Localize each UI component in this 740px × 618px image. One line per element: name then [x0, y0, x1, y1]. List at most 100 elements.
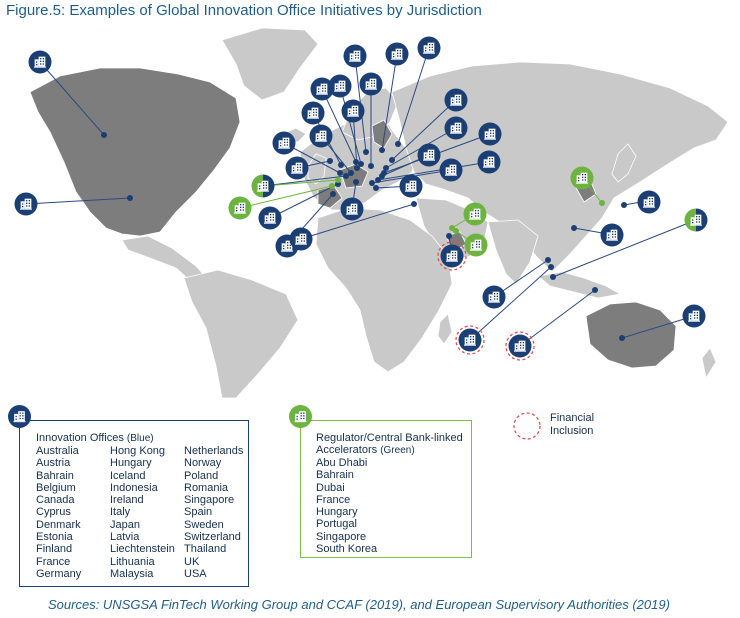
innovation-offices-column-2: Hong Kong Hungary Iceland Indonesia Irel… — [110, 445, 175, 580]
marker-europe-2 — [385, 42, 409, 66]
list-item: Denmark — [36, 518, 81, 531]
asia — [391, 61, 729, 273]
innovation-offices-column-1: Australia Austria Bahrain Belgium Canada… — [36, 445, 81, 580]
list-item: France — [36, 555, 71, 568]
list-item: Dubai — [316, 481, 345, 494]
list-item: South Korea — [316, 543, 378, 556]
list-item: Hong Kong — [110, 445, 166, 457]
europe-highlight-1 — [339, 163, 369, 189]
marker-australia — [682, 304, 706, 328]
marker-abu-dhabi — [463, 202, 487, 226]
office-building-icon — [8, 405, 31, 428]
marker-singapore-split — [684, 208, 708, 232]
marker-hong-kong — [600, 223, 624, 247]
list-item: Singapore — [184, 494, 235, 507]
list-item: Thailand — [184, 543, 227, 556]
list-item: Estonia — [36, 531, 73, 544]
greenland — [221, 27, 319, 101]
marker-fi-1 — [437, 241, 467, 271]
indonesia — [537, 271, 622, 299]
country-dots — [101, 132, 627, 341]
marker-europe-13 — [285, 156, 309, 180]
marker-europe-5 — [328, 74, 352, 98]
list-item: Germany — [36, 567, 82, 580]
list-item: Norway — [184, 457, 222, 470]
marker-europe-7 — [301, 101, 325, 125]
list-item: Latvia — [110, 531, 140, 544]
list-item: Portugal — [316, 518, 357, 531]
financial-inclusion-label: Financial Inclusion — [550, 412, 595, 437]
innovation-offices-qualifier: (Blue) — [126, 433, 154, 444]
list-item: Poland — [184, 469, 219, 482]
marker-europe-10 — [272, 131, 296, 155]
list-item: Canada — [36, 494, 75, 507]
innovation-offices-heading: Innovation Offices (Blue) — [36, 432, 154, 445]
europe-highlight-3 — [371, 119, 393, 149]
list-item: Austria — [36, 457, 71, 470]
list-item: Italy — [110, 506, 131, 519]
innovation-offices-title: Innovation Offices — [36, 432, 124, 444]
japan — [611, 143, 637, 183]
marker-europe-22 — [289, 227, 313, 251]
marker-portugal — [228, 196, 252, 220]
list-item: Netherlands — [184, 445, 244, 457]
world-map — [14, 27, 729, 399]
india — [487, 219, 539, 285]
list-item: Singapore — [316, 530, 367, 543]
list-item: Malaysia — [110, 567, 154, 580]
marker-europe-8 — [341, 99, 365, 123]
list-item: Sweden — [184, 518, 224, 531]
list-item: France — [316, 493, 351, 506]
marker-europe-4 — [310, 77, 334, 101]
marker-fi-2 — [455, 325, 485, 355]
marker-france-split — [251, 174, 275, 198]
marker-europe-15 — [417, 143, 441, 167]
list-item: Hungary — [316, 506, 358, 519]
north-america-highlighted — [29, 67, 241, 237]
accelerators-list: Abu Dhabi Bahrain Dubai France Hungary P… — [316, 457, 377, 555]
list-item: Abu Dhabi — [316, 457, 368, 469]
sources-note: Sources: UNSGSA FinTech Working Group an… — [48, 597, 670, 612]
list-item: Bahrain — [36, 469, 74, 482]
innovation-office-markers — [14, 36, 706, 328]
marker-europe-16 — [477, 150, 501, 174]
list-item: Cyprus — [36, 506, 71, 519]
financial-inclusion-markers — [437, 241, 535, 361]
marker-europe-3 — [417, 36, 441, 60]
list-item: Liechtenstein — [110, 543, 175, 556]
list-item: Hungary — [110, 457, 152, 470]
accelerators-legend: Regulator/Central Bank-linked Accelerato… — [300, 420, 472, 558]
list-item: Finland — [36, 543, 73, 556]
list-item: Bahrain — [316, 469, 354, 482]
list-item: Australia — [36, 445, 79, 457]
accelerators-title-line-2: Accelerators — [316, 444, 378, 456]
marker-europe-18 — [399, 174, 423, 198]
list-item: Belgium — [36, 481, 76, 494]
marker-south-korea — [570, 166, 594, 190]
marker-europe-14 — [478, 122, 502, 146]
marker-usa — [14, 192, 38, 216]
marker-europe-17 — [439, 158, 463, 182]
marker-europe-6 — [359, 72, 383, 96]
accelerator-markers — [228, 166, 594, 257]
list-item: Iceland — [110, 469, 146, 482]
innovation-offices-column-3: Netherlands Norway Poland Romania Singap… — [184, 445, 243, 580]
list-item: Lithuania — [110, 555, 155, 568]
office-building-icon — [289, 405, 312, 428]
split-markers — [251, 174, 708, 232]
marker-dubai — [464, 233, 488, 257]
list-item: Romania — [184, 481, 229, 494]
marker-fi-3 — [505, 331, 535, 361]
marker-japan — [637, 190, 661, 214]
madagascar — [437, 313, 453, 345]
marker-north-america — [28, 50, 52, 74]
marker-thailand — [482, 285, 506, 309]
list-item: Indonesia — [110, 481, 158, 494]
uk-ireland — [307, 153, 327, 185]
accelerators-heading: Regulator/Central Bank-linked Accelerato… — [316, 432, 463, 457]
marker-europe-20 — [258, 206, 282, 230]
accelerators-qualifier: (Green) — [380, 445, 415, 456]
africa — [315, 207, 453, 373]
innovation-offices-legend: Innovation Offices (Blue) Australia Aust… — [19, 420, 249, 587]
marker-europe-1 — [343, 44, 367, 68]
